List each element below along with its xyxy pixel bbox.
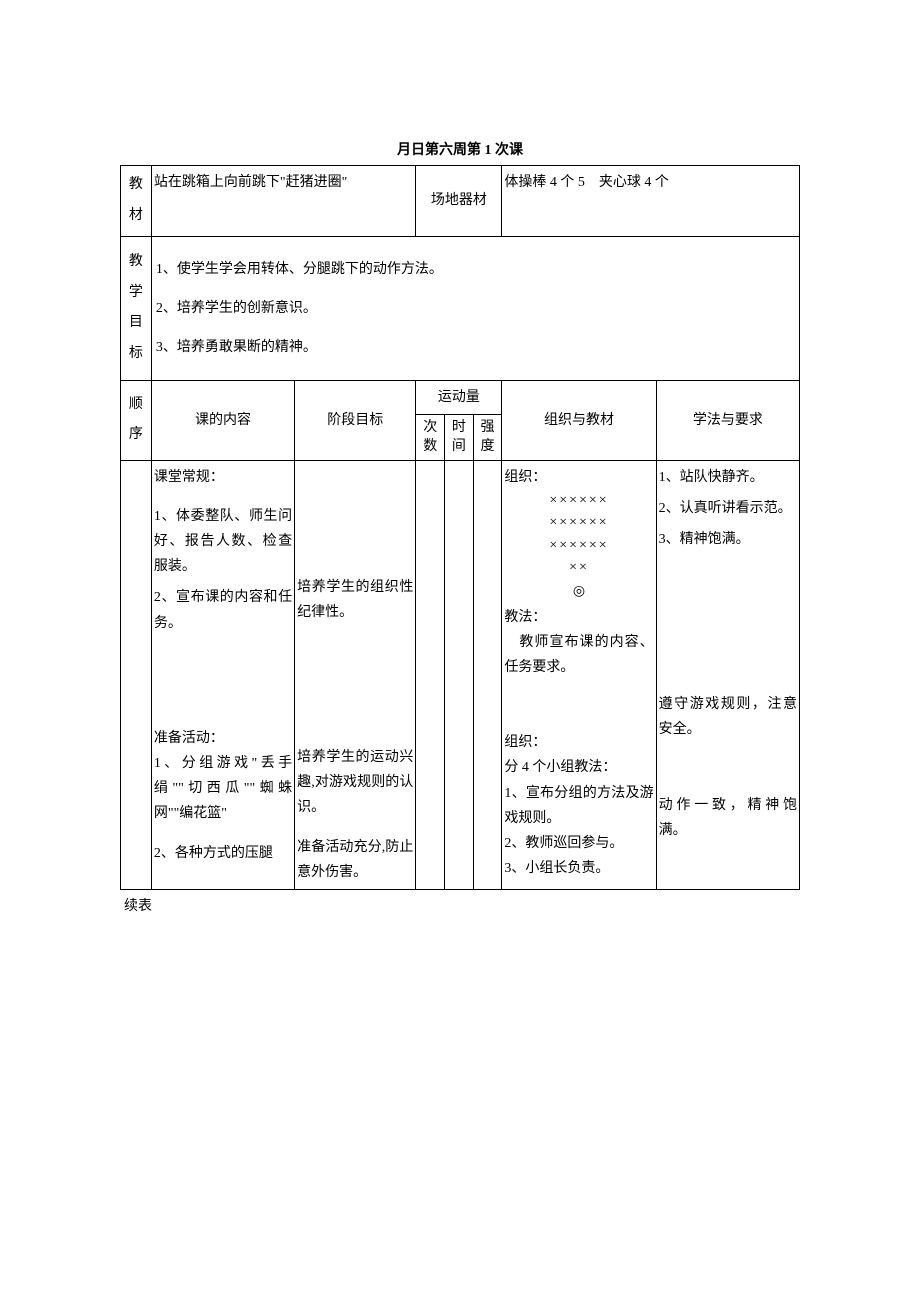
teaching-material-content: 站在跳箱上向前跳下"赶猪进圈" xyxy=(151,166,416,237)
routine-item-1: 1、体委整队、师生问好、报告人数、检查服装。 xyxy=(154,504,292,580)
header-intensity: 强度 xyxy=(473,415,502,460)
page-title: 月日第六周第 1 次课 xyxy=(120,140,800,161)
method1-1: 1、站队快静齐。 xyxy=(659,465,797,490)
teaching-goal-content: 1、使学生学会用转体、分腿跳下的动作方法。 2、培养学生的创新意识。 3、培养勇… xyxy=(151,236,799,381)
header-org: 组织与教材 xyxy=(502,381,656,461)
org2-group: 分 4 个小组教法： xyxy=(504,755,653,780)
goal-line-3: 3、培养勇敢果断的精神。 xyxy=(156,335,795,360)
prep-item-1: 1、分组游戏"丢手绢""切西瓜""蜘蛛网""编花篮" xyxy=(154,751,292,827)
phase-3: 准备活动充分,防止意外伤害。 xyxy=(297,835,413,885)
body-sequence xyxy=(121,460,152,889)
body-org: 组织： ×××××××××××××××××××× ◎ 教法： 教师宣布课的内容、… xyxy=(502,460,656,889)
continued-label: 续表 xyxy=(124,896,800,917)
header-time: 时间 xyxy=(445,415,474,460)
header-method: 学法与要求 xyxy=(656,381,799,461)
label-teaching-goal: 教学目标 xyxy=(121,236,152,381)
org1-formation: ×××××××××××××××××××× xyxy=(504,490,653,580)
phase-2: 培养学生的运动兴趣,对游戏规则的认识。 xyxy=(297,745,413,821)
field-equipment-label: 场地器材 xyxy=(416,166,502,237)
body-phase: 培养学生的组织性纪律性。 培养学生的运动兴趣,对游戏规则的认识。 准备活动充分,… xyxy=(295,460,416,889)
prep-title: 准备活动： xyxy=(154,726,292,751)
body-intensity xyxy=(473,460,502,889)
method1-3: 3、精神饱满。 xyxy=(659,527,797,552)
header-load: 运动量 xyxy=(416,381,502,415)
goal-line-1: 1、使学生学会用转体、分腿跳下的动作方法。 xyxy=(156,257,795,282)
org2-title: 组织： xyxy=(504,730,653,755)
header-times: 次数 xyxy=(416,415,445,460)
routine-item-2: 2、宣布课的内容和任务。 xyxy=(154,585,292,635)
header-content: 课的内容 xyxy=(151,381,294,461)
routine-title: 课堂常规： xyxy=(154,465,292,490)
prep-item-2: 2、各种方式的压腿 xyxy=(154,841,292,866)
body-times xyxy=(416,460,445,889)
org2-item-3: 3、小组长负责。 xyxy=(504,856,653,881)
phase-1: 培养学生的组织性纪律性。 xyxy=(297,575,413,625)
org1-title: 组织： xyxy=(504,465,653,490)
label-teaching-material: 教材 xyxy=(121,166,152,237)
body-content: 课堂常规： 1、体委整队、师生问好、报告人数、检查服装。 2、宣布课的内容和任务… xyxy=(151,460,294,889)
org2-item-1: 1、宣布分组的方法及游戏规则。 xyxy=(504,781,653,831)
org1-symbol: ◎ xyxy=(504,579,653,604)
header-phase: 阶段目标 xyxy=(295,381,416,461)
body-time xyxy=(445,460,474,889)
goal-line-2: 2、培养学生的创新意识。 xyxy=(156,296,795,321)
header-sequence: 顺序 xyxy=(121,381,152,461)
body-method: 1、站队快静齐。 2、认真听讲看示范。 3、精神饱满。 遵守游戏规则，注意安全。… xyxy=(656,460,799,889)
method1-2: 2、认真听讲看示范。 xyxy=(659,496,797,521)
method2-2: 动作一致，精神饱满。 xyxy=(659,793,797,843)
lesson-plan-table: 教材 站在跳箱上向前跳下"赶猪进圈" 场地器材 体操棒 4 个 5 夹心球 4 … xyxy=(120,165,800,890)
org1-teach: 教师宣布课的内容、任务要求。 xyxy=(504,630,653,680)
org1-teach-title: 教法： xyxy=(504,605,653,630)
method2-1: 遵守游戏规则，注意安全。 xyxy=(659,692,797,742)
org2-item-2: 2、教师巡回参与。 xyxy=(504,831,653,856)
equipment-value: 体操棒 4 个 5 夹心球 4 个 xyxy=(502,166,800,237)
